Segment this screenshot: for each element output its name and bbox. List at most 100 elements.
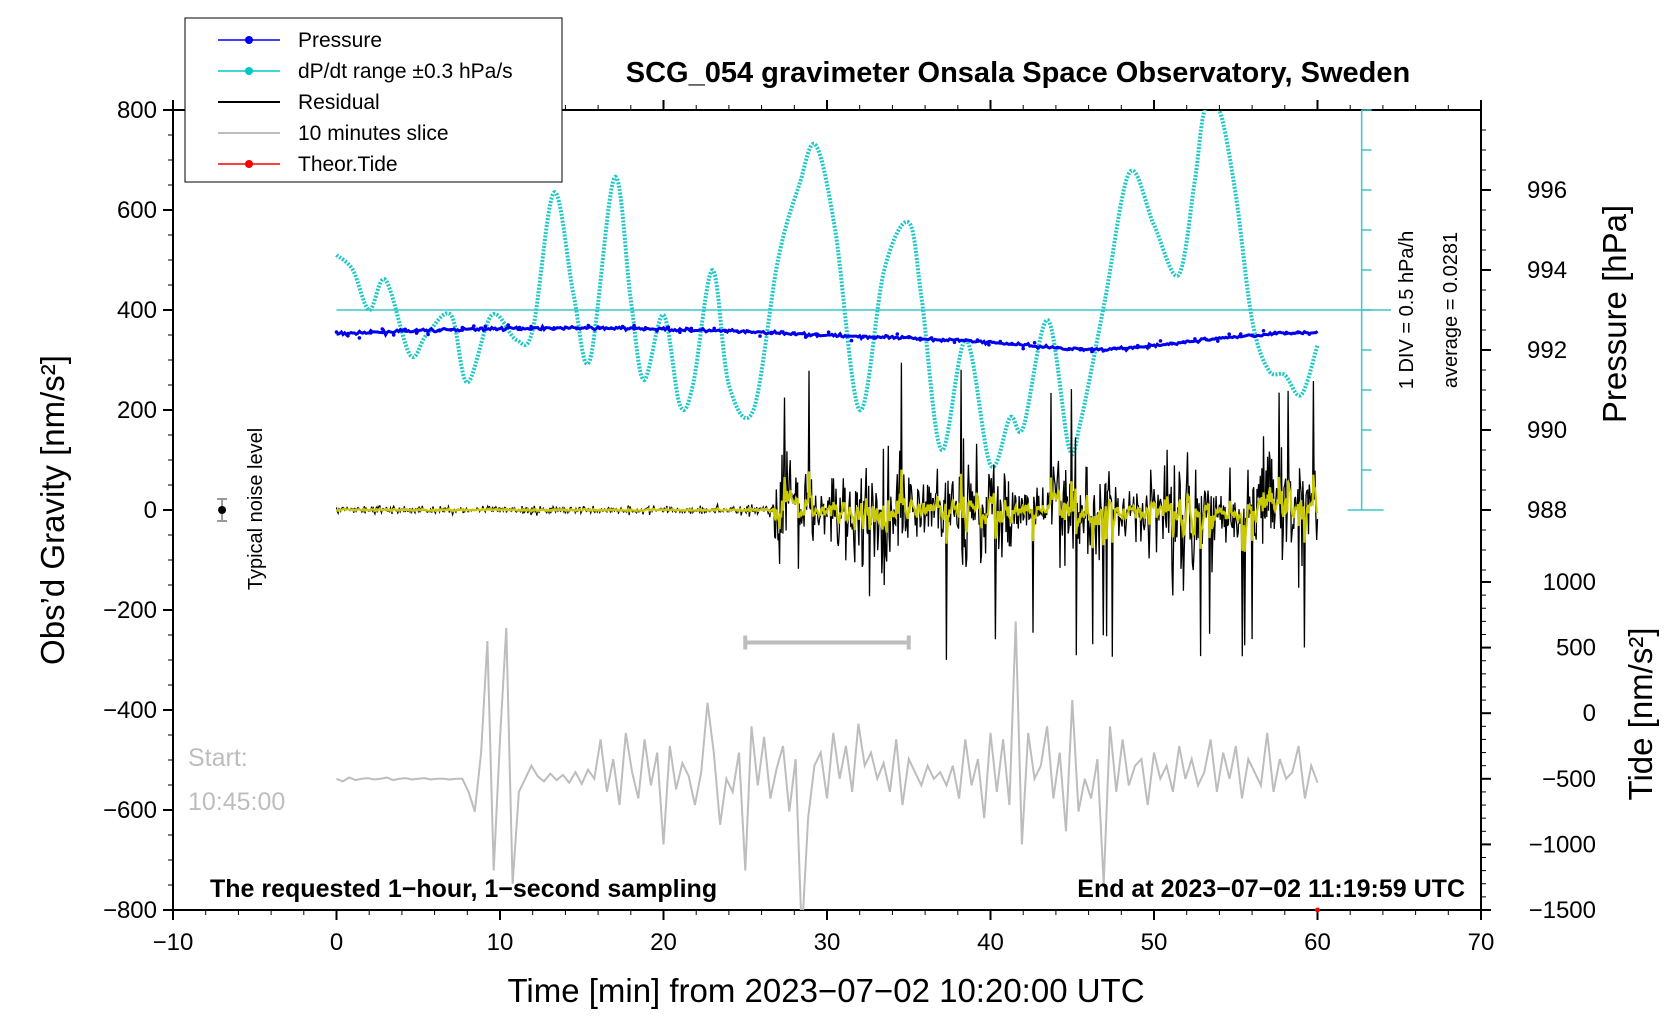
residual-filtered-series [335, 469, 1319, 552]
pressure-point [746, 329, 751, 334]
pressure-point [380, 327, 385, 331]
pressure-point [1216, 339, 1220, 343]
tide-tick-label: 500 [1556, 635, 1596, 662]
pressure-tick-label: 988 [1527, 497, 1567, 524]
pressure-point [907, 335, 911, 339]
tide-axis-ticks: 1000 500 0 −500 −1000 −1500 [1481, 569, 1596, 924]
pressure-point [506, 323, 511, 327]
pressure-axis-ticks: 996 994 992 990 988 [1481, 129, 1567, 571]
tide-tick-label: 0 [1583, 700, 1596, 727]
x-tick-label: 60 [1304, 929, 1331, 956]
pressure-point [1158, 339, 1163, 343]
pressure-point [597, 326, 602, 331]
gravity-tick-label: −600 [103, 797, 157, 824]
pressure-point [1147, 345, 1151, 349]
residual-series [335, 362, 1319, 660]
x-tick-label: 40 [977, 929, 1004, 956]
pressure-point [1307, 332, 1312, 336]
pressure-point [1055, 345, 1060, 350]
pressure-point [849, 338, 854, 343]
pressure-point [792, 331, 797, 335]
slice-bracket [743, 635, 911, 650]
pressure-point [586, 323, 591, 328]
pressure-point [1284, 330, 1289, 335]
pressure-point [1032, 341, 1037, 345]
average-label: average = 0.0281 [1440, 232, 1462, 388]
pressure-point [884, 334, 888, 338]
x-tick-label: 50 [1141, 929, 1168, 956]
pressure-point [426, 332, 430, 337]
pressure-point [723, 329, 728, 334]
pressure-series [336, 323, 1319, 353]
pressure-point [1113, 346, 1117, 351]
pressure-point [609, 326, 613, 330]
pressure-point [758, 334, 762, 338]
pressure-point [357, 336, 362, 340]
pressure-point [689, 326, 694, 331]
pressure-points [334, 323, 1312, 354]
pressure-point [460, 325, 465, 330]
pressure-tick-label: 996 [1527, 177, 1567, 204]
tide-tick-label: −1000 [1529, 831, 1596, 858]
sampling-note: The requested 1−hour, 1−second sampling [210, 875, 717, 903]
pressure-point [1124, 346, 1128, 351]
pressure-point [632, 323, 636, 328]
pressure-point [1078, 347, 1083, 352]
pressure-point [1067, 347, 1071, 352]
pressure-point [838, 332, 842, 337]
legend-box [184, 17, 563, 183]
pressure-point [666, 325, 671, 330]
legend-marker [245, 67, 253, 75]
pressure-point [437, 328, 442, 333]
pressure-point [414, 331, 419, 335]
noise-level-label: Typical noise level [245, 428, 267, 590]
x-tick-label: 10 [487, 929, 514, 956]
noise-point [218, 506, 227, 514]
pressure-point [563, 325, 568, 330]
pressure-tick-label: 994 [1527, 257, 1567, 284]
pressure-point [472, 324, 476, 328]
gravity-tick-label: 600 [117, 197, 157, 224]
pressure-point [1021, 346, 1025, 351]
pressure-point [1010, 341, 1014, 346]
pressure-point [941, 337, 945, 342]
legend: Pressure dP/dt range ±0.3 hPa/s Residual 10… [218, 29, 513, 176]
pressure-point [952, 340, 957, 345]
tide-slice-line [336, 621, 1319, 910]
pressure-point [1227, 332, 1231, 337]
pressure-point [1273, 330, 1277, 335]
pressure-point [929, 336, 934, 340]
tide-tick-label: −1500 [1529, 897, 1596, 924]
pressure-point [1044, 344, 1048, 348]
pressure-point [334, 330, 339, 334]
division-scale [1347, 109, 1384, 511]
pressure-point [403, 327, 408, 332]
pressure-point [529, 324, 533, 329]
pressure-point [872, 336, 877, 340]
pressure-point [575, 326, 579, 331]
legend-label: Residual [298, 91, 380, 114]
start-time-label: 10:45:00 [188, 788, 285, 816]
pressure-point [1261, 329, 1266, 333]
pressure-point [781, 330, 785, 334]
legend-label: Theor.Tide [298, 153, 398, 176]
x-axis-title: Time [min] from 2023−07−02 10:20:00 UTC [507, 972, 1144, 1009]
tide-tick-label: 1000 [1543, 569, 1596, 596]
pressure-point [1193, 337, 1197, 341]
x-tick-label: 20 [650, 929, 677, 956]
pressure-point [346, 334, 350, 338]
x-axis-ticks: −10 0 10 20 30 40 50 60 70 [153, 100, 1494, 956]
x-tick-label: −10 [153, 929, 194, 956]
pressure-point [769, 331, 774, 336]
pressure-point [483, 324, 488, 329]
pressure-point [1250, 333, 1254, 338]
pressure-point [1296, 330, 1300, 334]
pressure-point [861, 335, 865, 339]
pressure-point [369, 331, 373, 335]
pressure-point [826, 330, 831, 335]
pressure-point [620, 324, 625, 329]
gravity-tick-label: 200 [117, 397, 157, 424]
start-label: Start: [188, 744, 248, 772]
gravity-tick-label: −800 [103, 897, 157, 924]
